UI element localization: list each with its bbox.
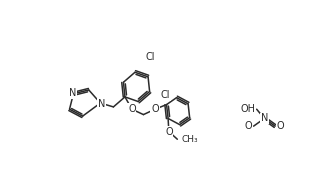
Text: O: O bbox=[244, 121, 252, 131]
Text: O: O bbox=[277, 121, 284, 131]
Text: N: N bbox=[69, 88, 76, 98]
Text: O: O bbox=[165, 127, 173, 137]
Text: Cl: Cl bbox=[146, 52, 155, 62]
Text: OH: OH bbox=[240, 104, 255, 114]
Text: N: N bbox=[261, 113, 268, 123]
Text: O: O bbox=[151, 104, 159, 114]
Text: Cl: Cl bbox=[160, 90, 170, 100]
Text: O: O bbox=[128, 104, 136, 114]
Text: N: N bbox=[98, 99, 106, 109]
Text: CH₃: CH₃ bbox=[181, 135, 198, 144]
